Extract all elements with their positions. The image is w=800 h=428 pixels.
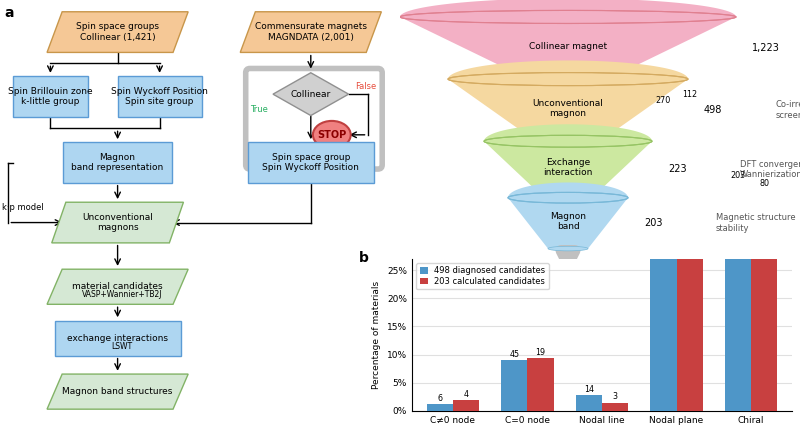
Polygon shape (448, 60, 688, 141)
Polygon shape (47, 269, 188, 304)
Text: material candidates: material candidates (72, 282, 163, 291)
Text: Co-irrep
screening: Co-irrep screening (776, 101, 800, 120)
Polygon shape (47, 12, 188, 52)
Text: Unconventional
magnon: Unconventional magnon (533, 98, 603, 118)
Ellipse shape (536, 138, 600, 144)
Text: Collinear: Collinear (290, 89, 331, 99)
Text: Commensurate magnets
MAGNDATA (2,001): Commensurate magnets MAGNDATA (2,001) (254, 22, 366, 42)
Ellipse shape (484, 135, 652, 147)
Text: 223: 223 (668, 164, 686, 175)
Text: 45: 45 (510, 350, 519, 359)
FancyBboxPatch shape (13, 76, 88, 117)
Text: True: True (250, 105, 268, 114)
Polygon shape (52, 202, 183, 243)
Polygon shape (273, 73, 349, 116)
Polygon shape (47, 374, 188, 409)
Text: Magnon
band representation: Magnon band representation (71, 153, 164, 172)
Polygon shape (400, 0, 736, 79)
Text: Unconventional
magnons: Unconventional magnons (82, 213, 153, 232)
Text: 112: 112 (682, 90, 697, 99)
Text: Spin Brillouin zone
k-little group: Spin Brillouin zone k-little group (8, 86, 93, 106)
Text: Spin space group
Spin Wyckoff Position: Spin space group Spin Wyckoff Position (262, 153, 359, 172)
Bar (527, 358, 554, 411)
Text: DFT convergence
Wannierization: DFT convergence Wannierization (740, 160, 800, 179)
Ellipse shape (313, 121, 350, 149)
Text: 3: 3 (613, 392, 618, 401)
FancyBboxPatch shape (63, 142, 172, 183)
Polygon shape (240, 12, 382, 52)
Ellipse shape (400, 10, 736, 24)
Text: 203: 203 (644, 218, 662, 228)
Text: False: False (355, 82, 376, 91)
Ellipse shape (508, 193, 628, 203)
Ellipse shape (448, 73, 688, 86)
Legend: 498 diagnosed candidates, 203 calculated candidates: 498 diagnosed candidates, 203 calculated… (416, 263, 549, 289)
Text: Magnetic structure
stability: Magnetic structure stability (716, 214, 796, 233)
Text: 498: 498 (704, 105, 722, 115)
Bar (502, 360, 527, 411)
Polygon shape (508, 182, 628, 249)
Text: Collinear magnet: Collinear magnet (529, 42, 607, 51)
Text: Exchange
interaction: Exchange interaction (543, 158, 593, 178)
Bar (677, 101, 702, 411)
Bar (453, 400, 479, 411)
Text: Spin space groups
Collinear (1,421): Spin space groups Collinear (1,421) (76, 22, 159, 42)
Text: k·p model: k·p model (2, 203, 44, 212)
Text: b: b (358, 251, 369, 265)
Bar (427, 404, 453, 411)
FancyBboxPatch shape (118, 76, 202, 117)
Text: 6: 6 (438, 394, 442, 403)
Text: 19: 19 (535, 348, 546, 357)
Text: 4: 4 (463, 389, 469, 398)
Text: LSWT: LSWT (111, 342, 132, 351)
Bar (725, 181, 751, 411)
Text: 80: 80 (759, 179, 769, 188)
Text: Spin Wyckoff Position
Spin site group: Spin Wyckoff Position Spin site group (111, 86, 208, 106)
Y-axis label: Percentage of materials: Percentage of materials (373, 281, 382, 389)
Text: a: a (4, 6, 14, 21)
Polygon shape (484, 124, 652, 198)
Ellipse shape (548, 246, 588, 251)
Text: 14: 14 (584, 385, 594, 394)
Text: 270: 270 (656, 95, 671, 105)
Ellipse shape (528, 76, 608, 82)
Bar (602, 403, 628, 411)
Text: Magnon
band: Magnon band (550, 212, 586, 231)
Text: 203: 203 (730, 171, 746, 180)
Text: STOP: STOP (317, 130, 346, 140)
Bar (576, 395, 602, 411)
Ellipse shape (544, 195, 592, 200)
Bar (751, 189, 777, 411)
Bar (650, 106, 677, 411)
Text: exchange interactions: exchange interactions (67, 333, 168, 343)
Text: 1,223: 1,223 (752, 43, 780, 53)
FancyBboxPatch shape (248, 142, 374, 183)
Text: VASP+Wannier+TB2J: VASP+Wannier+TB2J (82, 291, 162, 300)
Text: Magnon band structures: Magnon band structures (62, 387, 173, 396)
FancyBboxPatch shape (54, 321, 181, 356)
